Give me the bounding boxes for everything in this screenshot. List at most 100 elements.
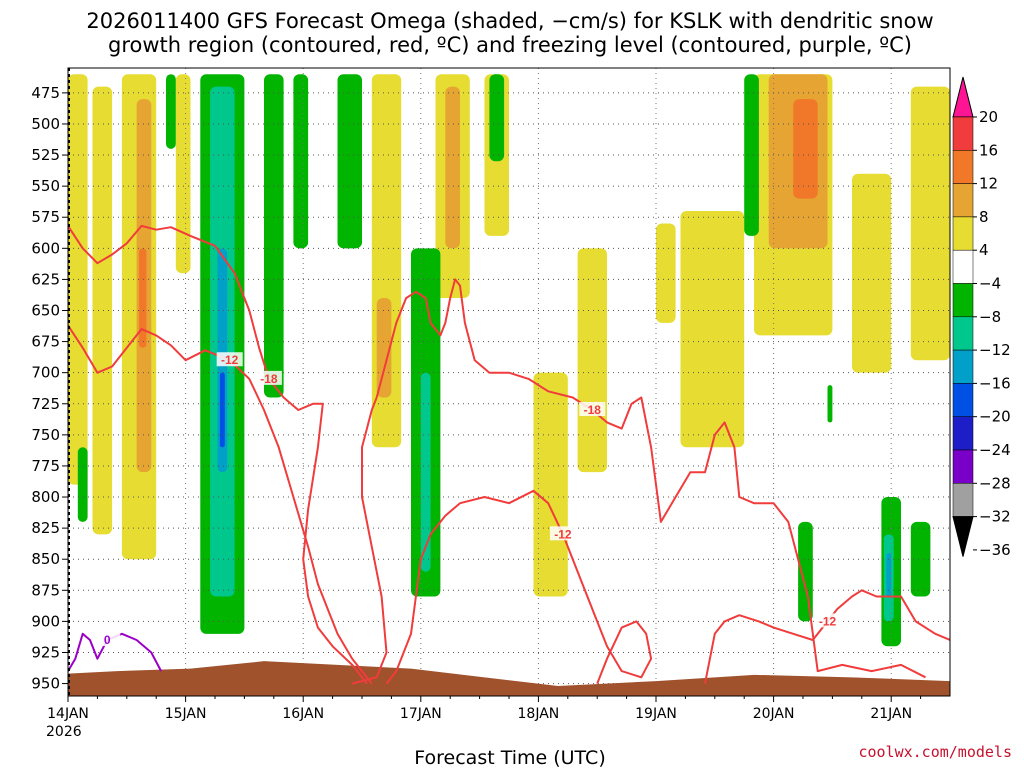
- chart-title-line-2: growth region (contoured, red, ºC) and f…: [108, 33, 912, 57]
- y-tick-label-12: 775: [31, 457, 60, 475]
- dgz-contour-1-label-bg: [579, 401, 606, 416]
- y-axis: 475 500 525 550 575 600 625 650 675 700 725 750 775 8…: [31, 84, 68, 693]
- colorbar-label-7: −12: [979, 341, 1011, 359]
- colorbar-segment-2: [952, 150, 974, 184]
- omega-region-33: [744, 74, 759, 236]
- omega-region-39: [910, 521, 931, 597]
- freezing-contour-0: [68, 632, 162, 672]
- x-tick-label-2: 16JAN: [282, 706, 324, 722]
- colorbar-label-2: 12: [979, 175, 998, 193]
- y-tick-label-6: 625: [31, 270, 60, 288]
- colorbar-label-0: 20: [979, 108, 998, 126]
- colorbar-label-1: 16: [979, 141, 998, 159]
- omega-region-35: [827, 385, 833, 423]
- colorbar-segment-9: [952, 383, 974, 417]
- y-tick-label-5: 600: [31, 239, 60, 257]
- omega-region-32: [489, 74, 505, 162]
- colorbar-segment-11: [952, 449, 974, 484]
- omega-region-22: [166, 74, 176, 149]
- dgz-contour-0-label: -18: [260, 372, 278, 386]
- colorbar-label-8: −16: [979, 374, 1011, 392]
- colorbar-top-arrow: [952, 76, 974, 118]
- colorbar-label-9: −20: [979, 408, 1011, 426]
- x-tick-label-7: 21JAN: [870, 706, 912, 722]
- colorbar-segment-7: [952, 316, 974, 351]
- freezing-contour-0-label: 0: [104, 633, 111, 647]
- colorbar-label-11: −28: [979, 474, 1011, 492]
- y-tick-label-1: 500: [31, 115, 60, 133]
- colorbar-label-10: −24: [979, 441, 1011, 459]
- plot-area: -18 -18 -12 -12 -12 0: [68, 68, 950, 696]
- dgz-contour-4-label-bg: [814, 613, 841, 628]
- omega-region-1: [92, 86, 113, 535]
- colorbar-segment-8: [952, 349, 974, 384]
- terrain-fill: [68, 661, 950, 696]
- terrain-surface: [68, 661, 950, 696]
- omega-region-19: [852, 173, 892, 373]
- colorbar-segment-10: [952, 416, 974, 451]
- dgz-contour-0-label-bg: [255, 370, 282, 385]
- x-tick-label-4: 18JAN: [518, 706, 560, 722]
- omega-region-0: [68, 74, 88, 485]
- colorbar-bottom-arrow: [952, 516, 974, 557]
- colorbar-label-12: −32: [979, 508, 1011, 526]
- omega-region-34: [798, 521, 813, 622]
- colorbar-segment-12: [952, 483, 974, 517]
- x-tick-label-6: 20JAN: [753, 706, 795, 722]
- x-tick-sublabel-0: 2026: [46, 724, 82, 740]
- x-tick-label-5: 19JAN: [635, 706, 677, 722]
- omega-region-15: [680, 211, 745, 448]
- dgz-contour-3-label-bg: [549, 526, 576, 541]
- x-axis: 14JAN 2026 15JAN 16JAN 17JAN 18JAN 19JAN 20JAN 2…: [46, 696, 922, 740]
- y-tick-label-16: 875: [31, 581, 60, 599]
- credit-text: coolwx.com/models: [858, 743, 1012, 761]
- y-tick-label-9: 700: [31, 364, 60, 382]
- x-tick-label-3: 17JAN: [400, 706, 442, 722]
- chart-title-line-1: 2026011400 GFS Forecast Omega (shaded, −…: [86, 9, 933, 33]
- omega-region-28: [293, 74, 309, 249]
- y-tick-label-18: 925: [31, 643, 60, 661]
- colorbar-label-3: 8: [979, 208, 989, 226]
- y-tick-label-10: 725: [31, 395, 60, 413]
- omega-shading: [68, 74, 950, 647]
- colorbar-segment-3: [952, 183, 974, 218]
- colorbar-label-13: −36: [979, 541, 1011, 559]
- omega-region-18: [793, 99, 818, 199]
- dgz-contour-2-label: -12: [221, 353, 239, 367]
- colorbar-label-5: −4: [979, 275, 1001, 293]
- x-tick-label-0: 14JAN: [47, 706, 89, 722]
- omega-region-38: [886, 552, 892, 597]
- omega-region-21: [77, 447, 88, 522]
- omega-region-13: [577, 248, 607, 473]
- contour-lines: -18 -18 -12 -12 -12 0: [68, 224, 950, 685]
- omega-region-8: [376, 298, 392, 398]
- colorbar: 20 16 12 8 4 −4 −8 −12 −16 −20 −24 −28 −32 −36: [952, 76, 1011, 559]
- colorbar-segment-6: [952, 283, 974, 318]
- y-tick-label-8: 675: [31, 333, 60, 351]
- omega-region-14: [656, 223, 676, 323]
- y-tick-label-3: 550: [31, 177, 60, 195]
- x-axis-label: Forecast Time (UTC): [414, 747, 605, 768]
- y-tick-label-2: 525: [31, 146, 60, 164]
- x-tick-label-1: 15JAN: [165, 706, 207, 722]
- colorbar-segment-5: [952, 249, 974, 284]
- dgz-contour-3-label: -12: [554, 527, 572, 541]
- omega-region-12: [533, 372, 568, 597]
- dgz-contour-0: [68, 224, 368, 685]
- dgz-contour-2-label-bg: [216, 352, 243, 367]
- colorbar-segment-1: [952, 116, 974, 151]
- y-tick-label-14: 825: [31, 519, 60, 537]
- dgz-contour-4-label: -12: [819, 614, 837, 628]
- omega-region-27: [264, 74, 284, 398]
- y-tick-label-4: 575: [31, 208, 60, 226]
- y-tick-label-0: 475: [31, 84, 60, 102]
- dgz-contour-1-label: -18: [584, 403, 602, 417]
- omega-region-20: [910, 86, 950, 361]
- omega-region-10: [445, 86, 460, 249]
- dgz-contour-3: [385, 489, 653, 685]
- colorbar-label-4: 4: [979, 241, 989, 259]
- y-tick-label-17: 900: [31, 612, 60, 630]
- y-tick-label-19: 950: [31, 675, 60, 693]
- y-tick-label-13: 800: [31, 488, 60, 506]
